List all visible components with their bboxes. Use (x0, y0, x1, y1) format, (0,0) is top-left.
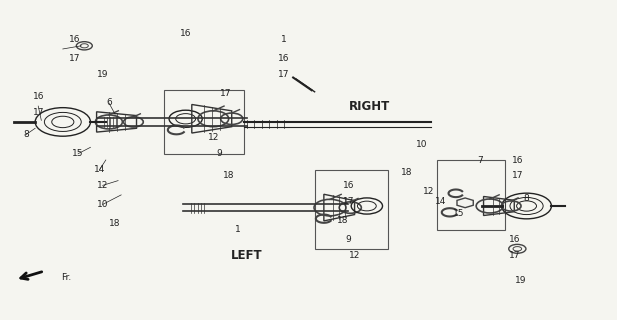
Text: 8: 8 (524, 194, 529, 203)
Bar (437, 160, 505, 230)
Text: 17: 17 (342, 197, 354, 206)
Text: Fr.: Fr. (60, 273, 71, 282)
Text: 17: 17 (220, 89, 231, 98)
Text: 16: 16 (508, 235, 520, 244)
Text: 1: 1 (281, 35, 287, 44)
Text: 15: 15 (72, 149, 84, 158)
Text: 10: 10 (97, 200, 109, 209)
Text: 12: 12 (97, 181, 109, 190)
Text: 17: 17 (508, 251, 520, 260)
Text: 18: 18 (336, 216, 348, 225)
Text: 15: 15 (453, 209, 465, 219)
Text: 6: 6 (106, 99, 112, 108)
Text: 14: 14 (94, 165, 106, 174)
Text: 17: 17 (511, 172, 523, 180)
Text: 8: 8 (23, 130, 29, 139)
Text: 16: 16 (69, 35, 81, 44)
Text: 18: 18 (109, 219, 121, 228)
Text: RIGHT: RIGHT (349, 100, 391, 113)
Text: 9: 9 (346, 235, 351, 244)
Text: 12: 12 (207, 133, 219, 142)
Text: 12: 12 (423, 187, 434, 196)
Text: 19: 19 (97, 70, 109, 79)
Text: 1: 1 (235, 225, 241, 234)
Text: 16: 16 (33, 92, 44, 101)
Text: 10: 10 (416, 140, 428, 148)
Text: 16: 16 (342, 181, 354, 190)
Text: 16: 16 (180, 28, 191, 38)
Text: 19: 19 (515, 276, 526, 285)
Text: 16: 16 (511, 156, 523, 164)
Text: 17: 17 (278, 70, 289, 79)
Text: 9: 9 (217, 149, 222, 158)
Text: 7: 7 (478, 156, 483, 164)
Text: 18: 18 (223, 172, 234, 180)
Text: 17: 17 (33, 108, 44, 117)
Text: 14: 14 (435, 197, 446, 206)
Text: 16: 16 (278, 54, 289, 63)
Text: 18: 18 (401, 168, 413, 177)
Text: LEFT: LEFT (231, 249, 263, 262)
Text: 12: 12 (349, 251, 360, 260)
Text: 17: 17 (69, 54, 81, 63)
Bar (164, 90, 244, 154)
Bar (315, 170, 388, 249)
